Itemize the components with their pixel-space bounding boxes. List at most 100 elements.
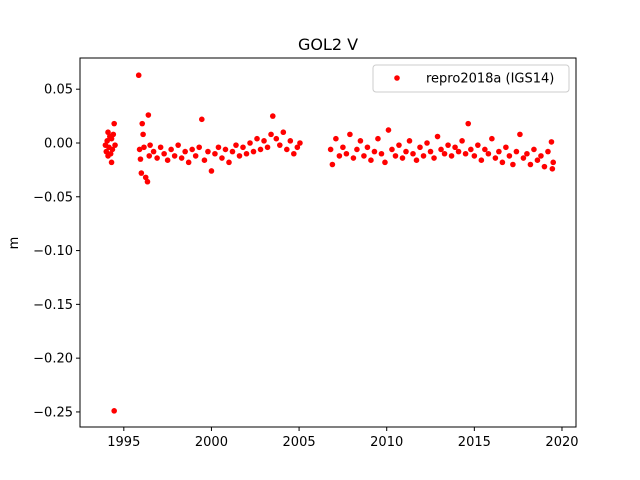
- legend-box: [372, 64, 570, 93]
- data-point: [396, 142, 402, 148]
- data-point: [520, 155, 527, 161]
- data-point: [378, 150, 385, 157]
- data-point: [350, 155, 357, 161]
- data-point: [171, 153, 178, 159]
- data-point: [548, 139, 555, 145]
- data-point: [354, 146, 360, 153]
- data-point: [161, 150, 167, 157]
- x-tick-label: 2000: [195, 435, 228, 450]
- data-point: [135, 72, 142, 79]
- data-point: [236, 153, 243, 159]
- data-point: [273, 135, 280, 142]
- data-point: [192, 153, 199, 159]
- data-point: [109, 146, 116, 153]
- data-point: [150, 148, 157, 155]
- data-point: [455, 148, 462, 155]
- data-point: [336, 153, 343, 159]
- data-point: [462, 150, 469, 157]
- data-point: [424, 140, 430, 146]
- data-point: [137, 156, 144, 162]
- data-point: [111, 120, 117, 127]
- data-point: [144, 178, 151, 185]
- data-point: [459, 138, 465, 144]
- data-point: [112, 142, 118, 148]
- data-point: [108, 159, 115, 166]
- chart-title: GOL2 V: [298, 35, 358, 54]
- data-point: [485, 150, 492, 157]
- data-point: [448, 153, 455, 159]
- data-point: [215, 144, 222, 151]
- x-axis: 1995 2000 2005 2010 2015 2020: [107, 427, 579, 450]
- data-point: [417, 144, 423, 151]
- x-tick-label: 2020: [545, 435, 578, 450]
- data-point: [475, 142, 481, 148]
- data-point: [233, 142, 239, 148]
- data-point: [196, 144, 202, 151]
- data-point: [222, 146, 229, 153]
- data-point: [250, 148, 257, 155]
- y-tick-label: 0.05: [44, 83, 73, 98]
- data-point: [389, 146, 395, 153]
- data-point: [499, 159, 506, 166]
- data-point: [503, 144, 509, 151]
- data-point: [343, 150, 350, 157]
- data-point: [496, 148, 502, 155]
- data-point: [438, 146, 444, 153]
- data-point: [403, 148, 409, 155]
- data-point: [347, 131, 353, 138]
- y-tick-label: −0.05: [33, 190, 73, 205]
- data-point: [333, 135, 339, 142]
- data-point: [284, 146, 290, 153]
- data-point: [141, 144, 147, 151]
- data-point: [147, 142, 153, 148]
- y-tick-label: −0.25: [33, 405, 73, 420]
- data-point: [357, 138, 364, 144]
- legend: repro2018a (IGS14): [372, 64, 570, 93]
- data-point: [146, 153, 153, 159]
- data-point: [212, 150, 218, 157]
- data-point: [110, 131, 117, 138]
- data-point: [545, 148, 551, 155]
- data-point: [157, 144, 164, 151]
- data-point: [108, 135, 115, 142]
- data-point: [534, 157, 541, 163]
- y-axis-label: m: [7, 237, 22, 250]
- data-point: [291, 150, 297, 157]
- x-tick-label: 2015: [458, 435, 491, 450]
- data-point: [368, 157, 374, 163]
- data-point: [399, 155, 406, 161]
- data-point: [254, 135, 260, 142]
- data-point: [277, 142, 283, 148]
- y-tick-label: −0.10: [33, 244, 73, 259]
- data-point: [105, 129, 111, 136]
- data-point: [287, 138, 294, 144]
- data-point: [257, 146, 264, 153]
- data-point: [208, 168, 215, 174]
- data-point: [513, 148, 520, 155]
- data-point: [431, 155, 437, 161]
- data-point: [452, 144, 458, 151]
- data-point: [420, 153, 427, 159]
- data-point: [140, 131, 146, 138]
- data-point: [434, 133, 441, 140]
- data-point: [175, 142, 181, 148]
- data-point: [549, 166, 556, 172]
- data-point: [510, 161, 516, 168]
- data-point: [506, 153, 513, 159]
- data-point: [240, 144, 246, 151]
- x-tick-label: 2010: [370, 435, 403, 450]
- data-point: [182, 148, 188, 155]
- data-point: [264, 144, 271, 151]
- legend-marker: [394, 75, 400, 81]
- data-point: [268, 131, 274, 138]
- y-tick-label: −0.20: [33, 352, 73, 367]
- data-point: [297, 140, 303, 146]
- data-point: [261, 138, 267, 144]
- legend-label: repro2018a (IGS14): [426, 72, 554, 87]
- data-point: [385, 127, 392, 133]
- data-point: [489, 135, 495, 142]
- data-point: [164, 157, 171, 163]
- data-point: [413, 157, 420, 163]
- data-point: [406, 138, 413, 144]
- data-point: [247, 140, 253, 146]
